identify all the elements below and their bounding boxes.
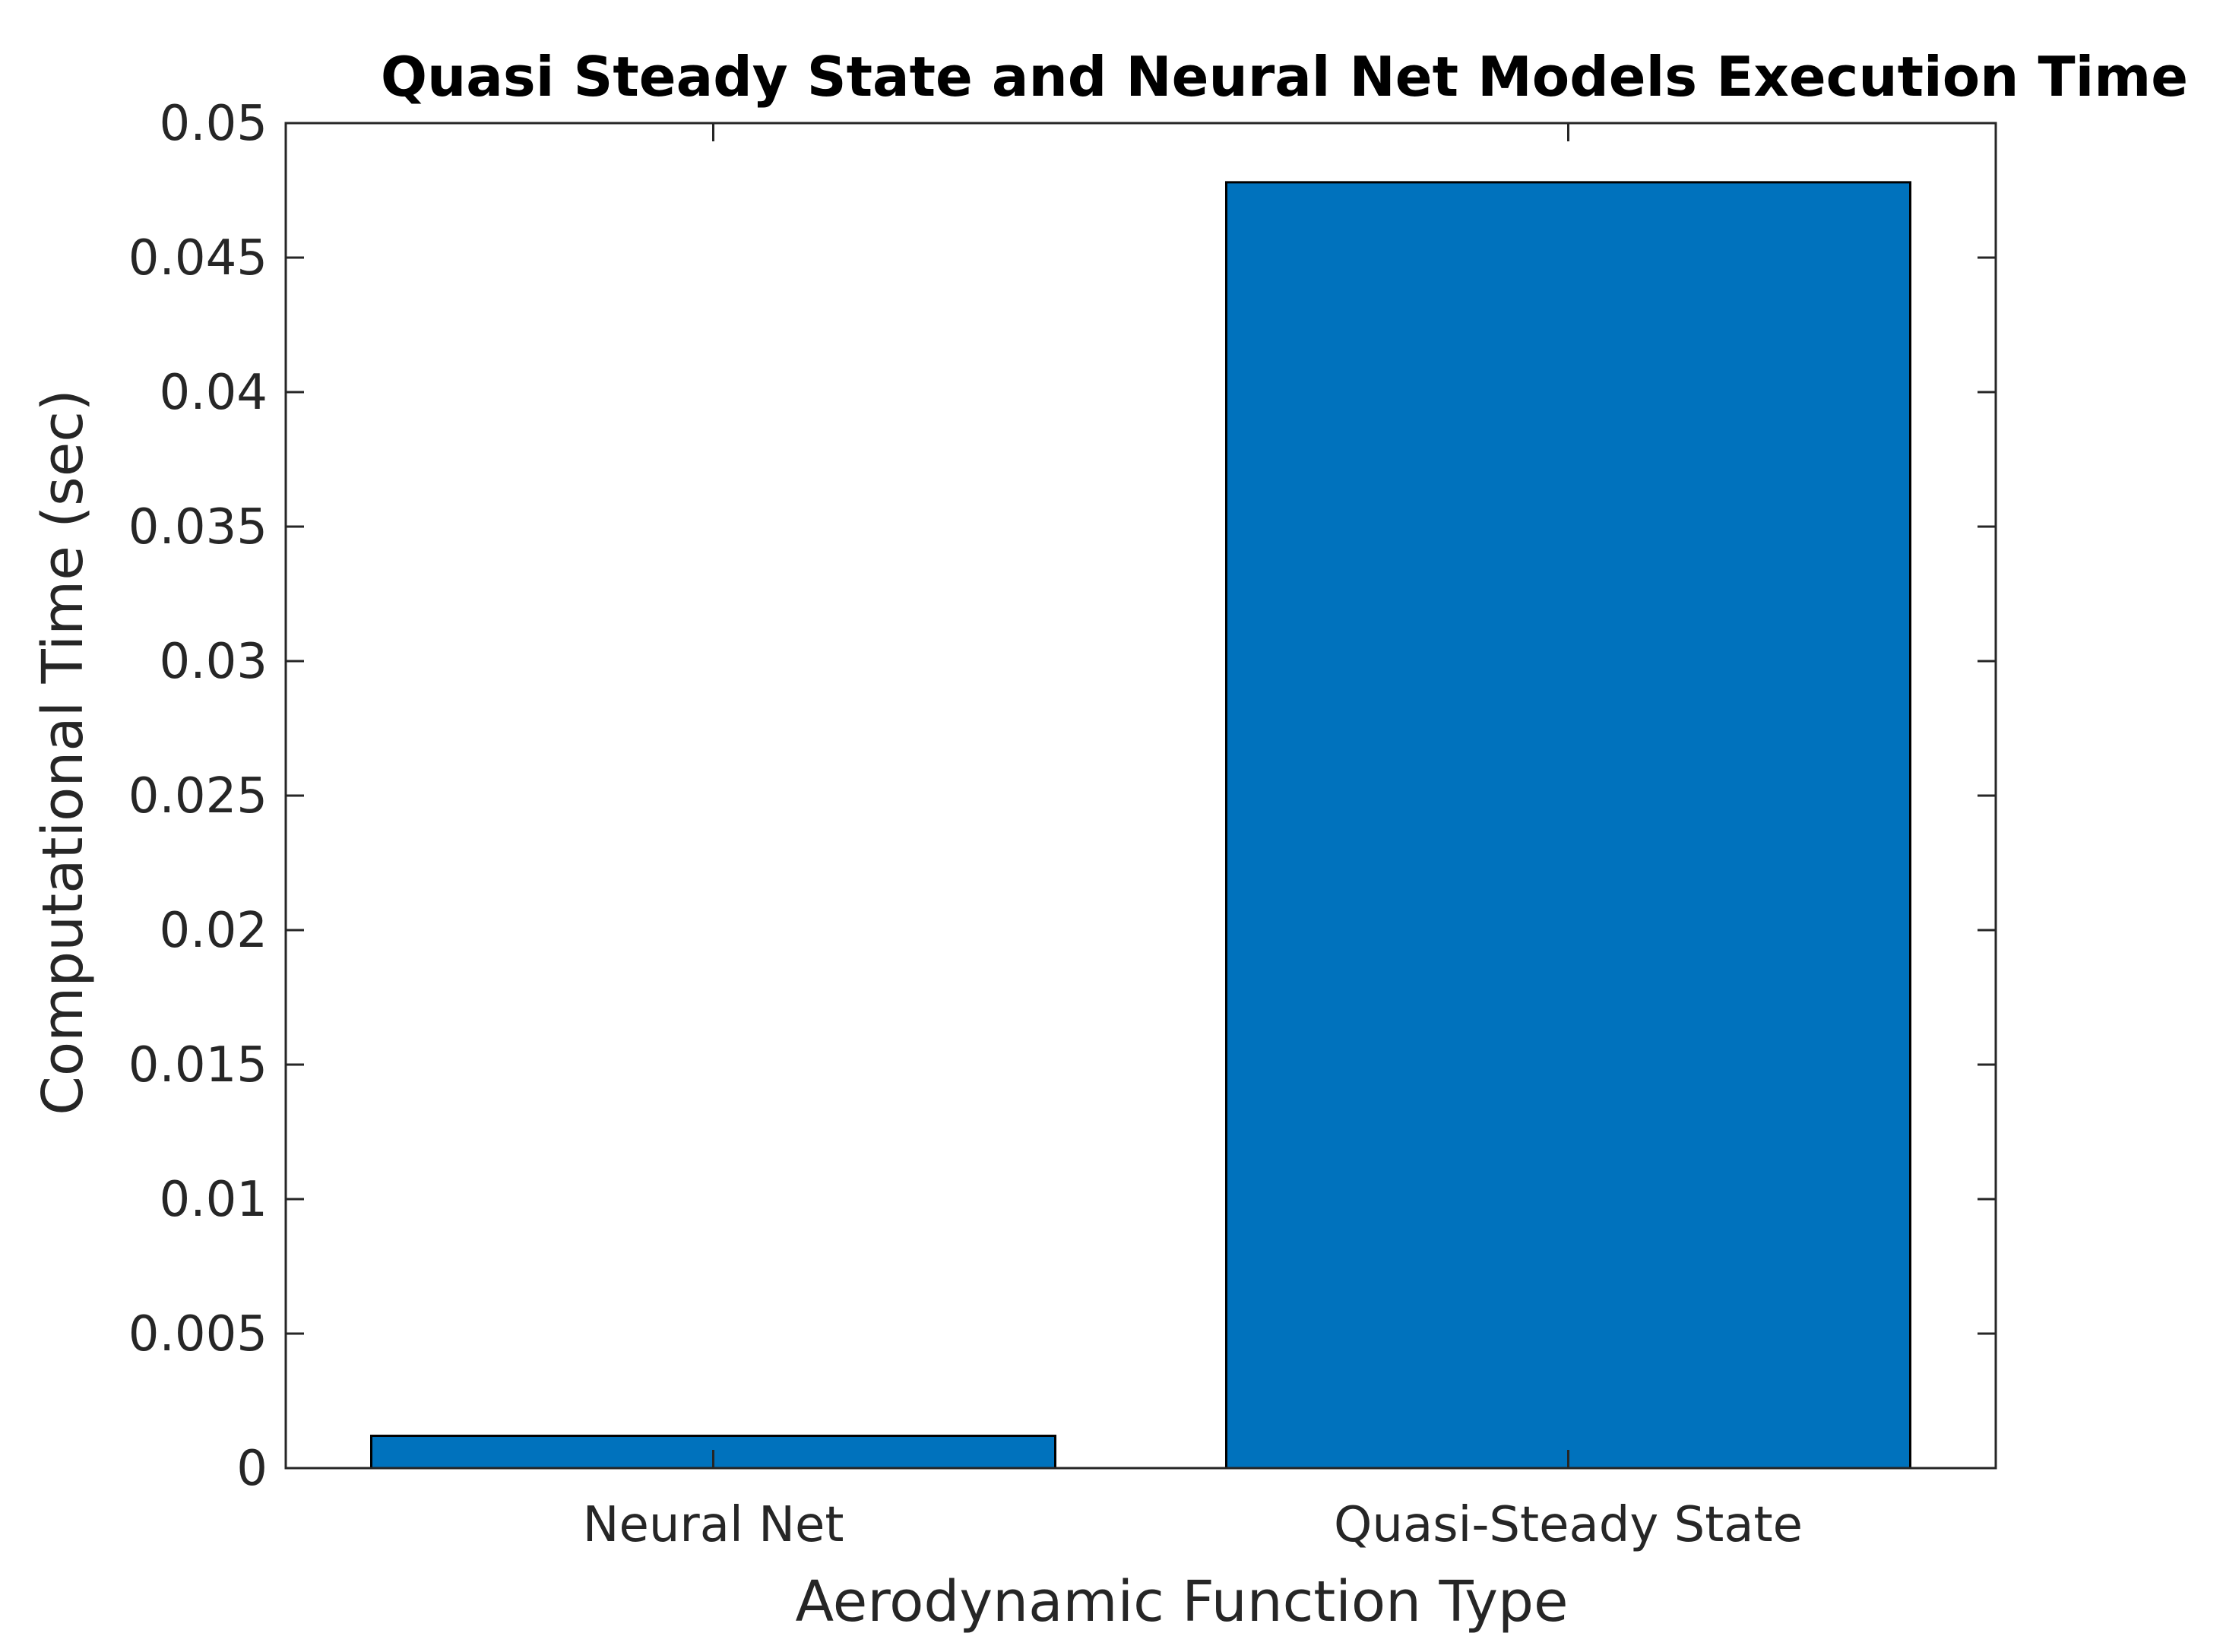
y-tick-label: 0.03	[160, 634, 268, 690]
x-tick-label: Neural Net	[583, 1497, 844, 1553]
y-tick-label: 0.035	[128, 499, 268, 555]
plot-frame	[284, 122, 1997, 1470]
y-tick-label: 0.005	[128, 1306, 268, 1362]
chart-title: Quasi Steady State and Neural Net Models…	[381, 45, 2188, 109]
y-tick-label: 0.01	[160, 1172, 268, 1228]
bar-quasi-steady-state	[1225, 181, 1911, 1470]
y-tick-label: 0.04	[160, 365, 268, 421]
y-tick-label: 0.02	[160, 903, 268, 959]
y-tick-label: 0.025	[128, 768, 268, 824]
y-tick-label: 0.05	[160, 96, 268, 152]
y-tick-label: 0.015	[128, 1037, 268, 1093]
y-tick-label: 0.045	[128, 230, 268, 286]
bars-layer	[370, 181, 1911, 1470]
x-tick-label: Quasi-Steady State	[1334, 1497, 1803, 1553]
y-tick-label: 0	[236, 1441, 268, 1497]
y-axis-label: Computational Time (sec)	[30, 389, 96, 1116]
y-axis-tick-labels: 0 0.005 0.01 0.015 0.02 0.025 0.03 0.035 0.04 0.0…	[128, 96, 268, 1497]
x-axis-tick-labels: Neural Net Quasi-Steady State	[583, 1497, 1803, 1553]
x-axis-label: Aerodynamic Function Type	[795, 1569, 1568, 1635]
